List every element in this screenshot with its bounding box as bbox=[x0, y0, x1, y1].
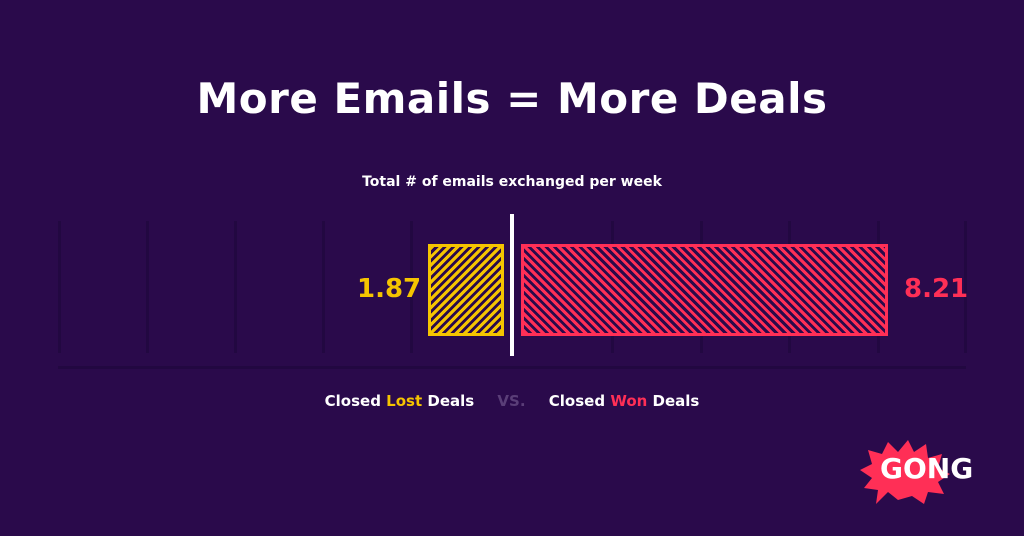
baseline bbox=[58, 366, 966, 369]
legend-text: Closed bbox=[324, 392, 387, 410]
bar-closed-lost bbox=[428, 244, 504, 336]
lost-value-label: 1.87 bbox=[357, 274, 422, 304]
gridline bbox=[58, 221, 61, 353]
legend: Closed Lost Deals VS. Closed Won Deals bbox=[0, 392, 1024, 410]
chart-title: More Emails = More Deals bbox=[196, 74, 828, 123]
gong-burst-icon bbox=[860, 440, 950, 504]
legend-vs: VS. bbox=[497, 392, 526, 410]
legend-won-word: Won bbox=[610, 392, 648, 410]
bar-closed-won bbox=[521, 244, 888, 336]
gridline bbox=[410, 221, 413, 353]
gong-logo: GONG bbox=[880, 452, 974, 485]
legend-lost-word: Lost bbox=[386, 392, 423, 410]
chart-subtitle: Total # of emails exchanged per week bbox=[362, 174, 662, 190]
legend-text: Closed bbox=[548, 392, 611, 410]
center-axis bbox=[510, 214, 514, 356]
legend-text: Deals bbox=[647, 392, 700, 410]
gridline bbox=[146, 221, 149, 353]
gridline bbox=[322, 221, 325, 353]
gridline bbox=[964, 221, 967, 353]
gridline bbox=[234, 221, 237, 353]
legend-text: Deals bbox=[422, 392, 475, 410]
won-value-label: 8.21 bbox=[904, 274, 969, 304]
